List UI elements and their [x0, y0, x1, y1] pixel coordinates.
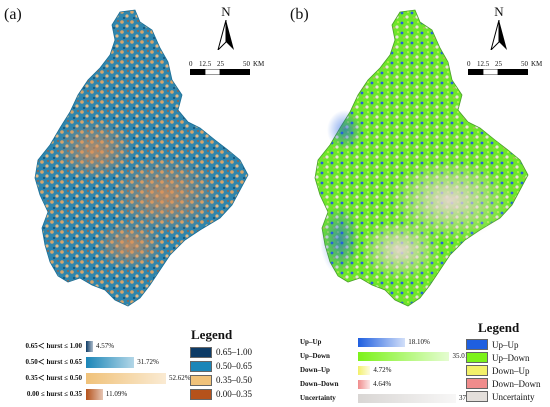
bar-value: 31.72% — [137, 358, 159, 366]
bar-value: 52.62% — [169, 374, 191, 382]
panel-b-label: (b) — [290, 6, 309, 23]
legend-swatch — [466, 391, 488, 402]
bar-value: 4.57% — [95, 342, 115, 350]
legend-label: Down–Up — [492, 365, 530, 376]
legend-item: 0.35–0.50 — [190, 373, 252, 387]
bar-value: 18.10% — [408, 338, 430, 346]
bar — [358, 351, 450, 361]
scale-tick-1: 12.5 — [199, 60, 212, 68]
scale-bar-graphic — [468, 69, 528, 75]
scale-bar-graphic — [190, 69, 250, 75]
bar-label: Up–Down — [300, 352, 330, 360]
region-outline-a — [34, 9, 249, 307]
bar — [86, 356, 135, 368]
legend-swatch — [190, 346, 212, 358]
legend-label: Uncertainty — [492, 391, 535, 402]
legend-label: 0.35–0.50 — [216, 375, 252, 385]
bar-row: 0.35＜ hurst ≤ 0.50 52.62% — [0, 371, 191, 385]
legend-swatch — [466, 339, 488, 350]
legend-item: Down–Down — [466, 377, 541, 390]
hurst-bar-chart: 0.65＜ hurst ≤ 1.00 4.57% 0.50＜ hurst ≤ 0.6… — [0, 339, 191, 403]
bar — [86, 372, 166, 384]
north-arrow-icon — [490, 20, 507, 50]
bar — [358, 337, 406, 347]
scale-tick-3: 50 — [243, 60, 250, 68]
bar-label: Down–Up — [300, 366, 330, 374]
north-arrow-a: N — [212, 4, 240, 50]
legend-a: 0.65–1.00 0.50–0.65 0.35–0.50 0.00–0.35 — [190, 345, 252, 401]
bar-row: 0.50＜ hurst ≤ 0.65 31.72% — [0, 355, 159, 369]
panel-a-label: (a) — [4, 6, 22, 23]
bar-label: 0.00 ≤ hurst ≤ 0.35 — [26, 390, 82, 398]
bar-value: 35.01% — [452, 352, 475, 360]
legend-swatch — [466, 365, 488, 376]
north-label-a: N — [221, 4, 231, 19]
legend-title-a: Legend — [191, 327, 233, 342]
scale-tick-1: 12.5 — [477, 60, 490, 68]
legend-label: 0.50–0.65 — [216, 361, 252, 371]
bar-label: Up–Up — [300, 338, 322, 346]
legend-item: 0.00–0.35 — [190, 387, 252, 401]
bar-row: Uncertainty37.52% — [300, 391, 481, 405]
panel-a-map — [34, 9, 249, 307]
scale-tick-0: 0 — [467, 60, 471, 68]
legend-b: Up–Up Up–Down Down–Up Down–Down Uncertainty — [466, 338, 541, 403]
bar — [358, 393, 456, 403]
bar — [358, 365, 371, 375]
bar-label: 0.65＜ hurst ≤ 1.00 — [25, 342, 82, 350]
legend-item: 0.50–0.65 — [190, 359, 252, 373]
legend-swatch — [190, 388, 212, 400]
legend-swatch — [466, 352, 488, 363]
legend-label: Up–Down — [492, 352, 530, 363]
bar-value: 4.64% — [373, 380, 392, 388]
legend-item: 0.65–1.00 — [190, 345, 252, 359]
scale-tick-3: 50 — [521, 60, 528, 68]
legend-swatch — [190, 374, 212, 386]
bar-row: Down–Up 4.72% — [300, 363, 391, 377]
panel-b-map — [314, 9, 529, 307]
bar-label: 0.35＜ hurst ≤ 0.50 — [25, 374, 82, 382]
bar-row: Down–Down 4.64% — [300, 377, 391, 391]
north-label-b: N — [494, 4, 504, 19]
scale-unit: KM — [531, 60, 543, 68]
bar-row: Up–Up 18.10% — [300, 335, 430, 349]
legend-label: 0.00–0.35 — [216, 389, 252, 399]
bar-row: 0.65＜ hurst ≤ 1.00 4.57% — [0, 339, 114, 353]
bar-label: Uncertainty — [300, 394, 336, 402]
legend-item: Uncertainty — [466, 390, 541, 403]
bar-value: 4.72% — [373, 366, 392, 374]
legend-label: Down–Down — [492, 378, 541, 389]
trend-bar-chart: Up–Up 18.10% Up–Down 35.01% Down–Up 4.72% Down… — [300, 335, 481, 405]
north-arrow-b: N — [485, 4, 513, 50]
bar-label: Down–Down — [300, 380, 339, 388]
legend-label: 0.65–1.00 — [216, 347, 252, 357]
north-arrow-icon — [217, 20, 234, 50]
bar — [86, 340, 93, 352]
bar-row: 0.00 ≤ hurst ≤ 0.35 11.09% — [0, 387, 127, 401]
legend-label: Up–Up — [492, 339, 519, 350]
bar-row: Up–Down 35.01% — [300, 349, 474, 363]
legend-item: Up–Down — [466, 351, 541, 364]
scale-tick-2: 25 — [217, 60, 224, 68]
scale-bar-a: 0 12.5 25 50 KM — [189, 60, 270, 75]
legend-title-b: Legend — [478, 320, 520, 335]
legend-swatch — [190, 360, 212, 372]
bar-value: 11.09% — [105, 390, 128, 398]
legend-item: Down–Up — [466, 364, 541, 377]
legend-item: Up–Up — [466, 338, 541, 351]
bar — [86, 388, 103, 400]
scale-bar-b: 0 12.5 25 50 KM — [467, 60, 548, 75]
bar — [358, 379, 371, 389]
scale-tick-0: 0 — [189, 60, 193, 68]
bar-label: 0.50＜ hurst ≤ 0.65 — [25, 358, 82, 366]
legend-swatch — [466, 378, 488, 389]
scale-tick-2: 25 — [495, 60, 502, 68]
scale-unit: KM — [253, 60, 265, 68]
